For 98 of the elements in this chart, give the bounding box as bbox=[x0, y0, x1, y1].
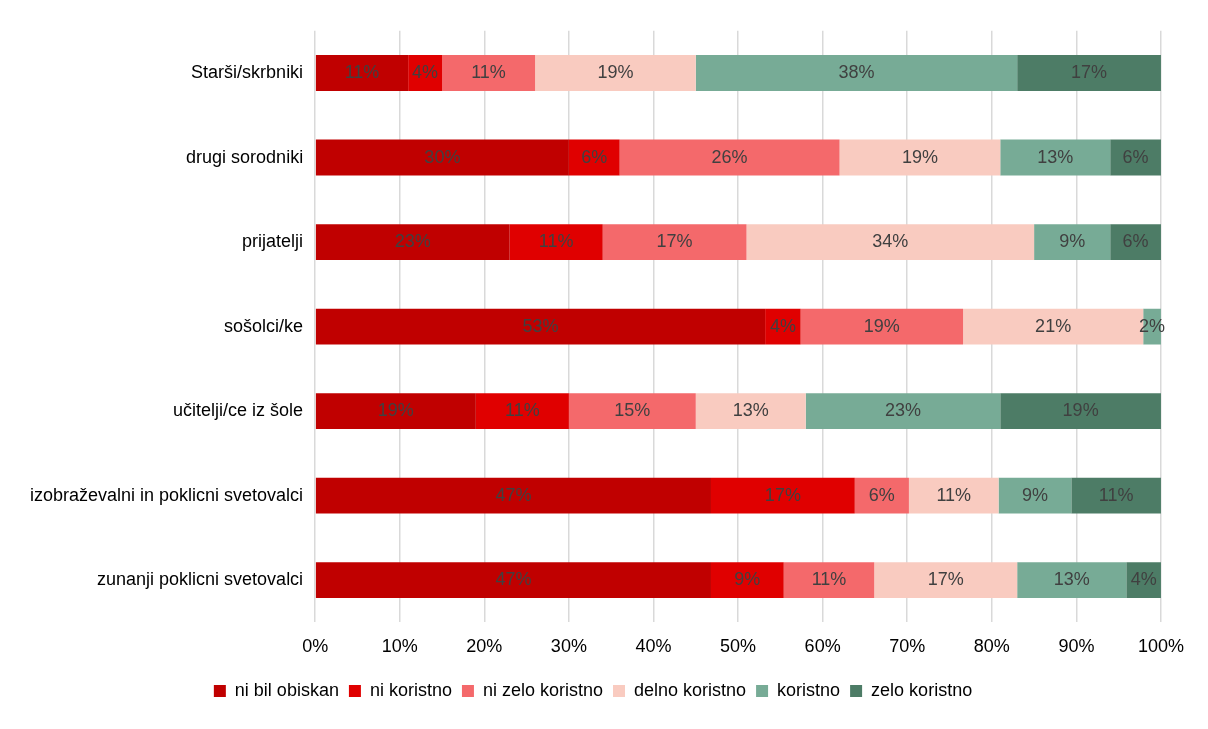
data-label: 19% bbox=[1062, 400, 1099, 421]
legend-label: zelo koristno bbox=[871, 679, 973, 700]
data-label: 4% bbox=[412, 62, 439, 83]
data-label: 13% bbox=[732, 400, 769, 421]
y-tick-label: Starši/skrbniki bbox=[191, 62, 304, 83]
bar bbox=[800, 308, 964, 345]
x-tick-label: 20% bbox=[466, 636, 503, 657]
bar bbox=[315, 393, 476, 430]
bar bbox=[874, 562, 1018, 599]
data-label: 4% bbox=[1130, 569, 1157, 590]
bar bbox=[315, 562, 711, 599]
x-tick-label: 50% bbox=[720, 636, 757, 657]
bar bbox=[1071, 477, 1161, 514]
data-label: 11% bbox=[538, 231, 574, 252]
data-label: 30% bbox=[424, 146, 461, 167]
y-tick-label: učitelji/ce iz šole bbox=[173, 400, 304, 421]
data-label: 19% bbox=[901, 146, 938, 167]
bar bbox=[854, 477, 909, 514]
bar bbox=[568, 393, 696, 430]
y-tick-label: izobraževalni in poklicni svetovalci bbox=[29, 484, 304, 505]
data-label: 23% bbox=[394, 231, 431, 252]
data-label: 26% bbox=[711, 146, 748, 167]
data-label: 47% bbox=[495, 569, 532, 590]
data-label: 23% bbox=[884, 400, 922, 421]
x-tick-label: 0% bbox=[302, 636, 329, 657]
legend-label: ni bil obiskan bbox=[234, 679, 339, 700]
legend-label: koristno bbox=[777, 679, 841, 700]
x-tick-label: 100% bbox=[1137, 636, 1184, 657]
x-tick-label: 90% bbox=[1058, 636, 1095, 657]
data-label: 17% bbox=[927, 569, 964, 590]
data-label: 13% bbox=[1037, 146, 1074, 167]
data-label: 6% bbox=[581, 146, 608, 167]
data-label: 11% bbox=[1098, 484, 1134, 505]
y-tick-label: sošolci/ke bbox=[224, 315, 304, 336]
x-tick-label: 10% bbox=[381, 636, 418, 657]
x-tick-label: 30% bbox=[550, 636, 587, 657]
bar bbox=[315, 308, 766, 345]
bar bbox=[1017, 562, 1127, 599]
data-label: 6% bbox=[1122, 231, 1149, 252]
bar bbox=[839, 139, 1001, 176]
data-label: 34% bbox=[872, 231, 909, 252]
x-tick-label: 40% bbox=[635, 636, 672, 657]
data-label: 6% bbox=[868, 484, 895, 505]
bar bbox=[568, 139, 620, 176]
data-label: 11% bbox=[471, 62, 506, 83]
bar bbox=[695, 55, 1018, 92]
data-label: 9% bbox=[1021, 484, 1048, 505]
legend-label: ni koristno bbox=[369, 679, 452, 700]
data-label: 11% bbox=[936, 484, 972, 505]
bar bbox=[1017, 55, 1161, 92]
data-label: 15% bbox=[614, 400, 651, 421]
bar bbox=[535, 55, 696, 92]
x-tick-label: 80% bbox=[973, 636, 1010, 657]
bar bbox=[1000, 139, 1111, 176]
legend-label: delno koristno bbox=[634, 679, 747, 700]
data-label: 47% bbox=[495, 484, 532, 505]
bar bbox=[746, 224, 1035, 261]
y-tick-label: prijatelji bbox=[242, 231, 304, 252]
bar bbox=[908, 477, 999, 514]
bar bbox=[783, 562, 875, 599]
bar bbox=[602, 224, 747, 261]
y-tick-label: drugi sorodniki bbox=[186, 146, 304, 167]
y-tick-label: zunanji poklicni svetovalci bbox=[97, 569, 304, 590]
data-label: 19% bbox=[597, 62, 634, 83]
data-label: 11% bbox=[344, 62, 380, 83]
legend-label: ni zelo koristno bbox=[482, 679, 604, 700]
data-label: 11% bbox=[505, 400, 540, 421]
bar bbox=[1034, 224, 1111, 261]
data-label: 38% bbox=[838, 62, 875, 83]
data-label: 17% bbox=[656, 231, 693, 252]
data-label: 4% bbox=[769, 315, 796, 336]
bar bbox=[998, 477, 1072, 514]
data-label: 21% bbox=[1035, 315, 1072, 336]
x-tick-label: 70% bbox=[889, 636, 926, 657]
data-label: 53% bbox=[522, 315, 559, 336]
data-label: 17% bbox=[1071, 62, 1108, 83]
bar bbox=[315, 477, 711, 514]
bar bbox=[475, 393, 569, 430]
bar bbox=[1000, 393, 1161, 430]
data-label: 17% bbox=[764, 484, 801, 505]
data-label: 9% bbox=[1059, 231, 1086, 252]
bar bbox=[315, 224, 510, 261]
bar bbox=[695, 393, 806, 430]
bar bbox=[442, 55, 536, 92]
bar bbox=[805, 393, 1001, 430]
data-label: 6% bbox=[1122, 146, 1149, 167]
bar bbox=[710, 477, 855, 514]
data-label: 13% bbox=[1053, 569, 1090, 590]
bar bbox=[619, 139, 840, 176]
data-label: 19% bbox=[377, 400, 414, 421]
bar bbox=[509, 224, 603, 261]
data-label: 19% bbox=[863, 315, 900, 336]
bar bbox=[315, 55, 409, 92]
bar bbox=[315, 139, 569, 176]
data-label: 11% bbox=[811, 569, 847, 590]
bar bbox=[710, 562, 784, 599]
data-label: 9% bbox=[734, 569, 761, 590]
x-tick-label: 60% bbox=[804, 636, 841, 657]
